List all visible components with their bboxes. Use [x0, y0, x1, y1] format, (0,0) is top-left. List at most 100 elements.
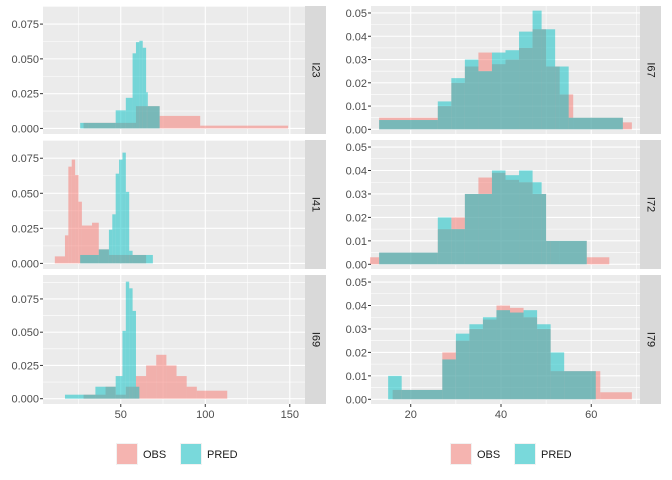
pred-bar	[108, 229, 113, 264]
pred-bar	[388, 375, 402, 400]
x-tick-label: 60	[585, 409, 597, 421]
y-tick-label: 0.04	[346, 31, 367, 43]
obs-bar	[176, 376, 187, 399]
obs-bar	[166, 365, 177, 399]
y-tick-label: 0.01	[346, 101, 367, 113]
facet-strip	[640, 140, 661, 269]
y-tick-label: 0.03	[346, 55, 367, 67]
panel-background	[43, 6, 305, 134]
legend: OBS PRED	[116, 443, 238, 465]
x-tick-label: 50	[115, 409, 127, 421]
pred-bar	[115, 173, 120, 264]
legend-label-pred: PRED	[541, 449, 572, 461]
y-tick-label: 0.050	[11, 188, 39, 200]
obs-bar	[586, 257, 610, 265]
y-tick-label: 0.03	[346, 189, 367, 201]
chart-group-1: 0.0000.0250.0500.075I230.0000.0250.0500.…	[11, 6, 326, 465]
pred-bar	[464, 59, 479, 130]
pred-bar	[135, 42, 140, 129]
y-tick-label: 0.075	[11, 19, 39, 31]
pred-bar	[146, 92, 148, 129]
pred-bar	[115, 376, 123, 399]
pred-bar	[451, 229, 465, 265]
pred-bar	[64, 394, 96, 399]
pred-bar	[147, 106, 160, 129]
pred-bar	[125, 97, 133, 129]
pred-bar	[98, 249, 109, 264]
obs-bar	[600, 392, 632, 400]
obs-bar	[622, 122, 632, 130]
facet-strip	[640, 6, 661, 134]
pred-bar	[451, 78, 465, 130]
panel-i79: 0.00 0.01 0.02 0.03 0.04 0.05 I79	[346, 275, 661, 406]
pred-bar	[379, 120, 438, 130]
pred-bar	[129, 250, 133, 264]
y-tick-label: 0.00	[346, 259, 367, 271]
panel-i72: 0.00 0.01 0.02 0.03 0.04 0.05 I72	[346, 140, 661, 271]
legend-label-obs: OBS	[143, 449, 166, 461]
pred-bar	[523, 310, 538, 400]
pred-bar	[125, 191, 130, 264]
y-tick-label: 0.00	[346, 394, 367, 406]
x-tick-label: 20	[405, 409, 417, 421]
obs-bar	[200, 125, 289, 129]
obs-bar	[54, 256, 65, 264]
y-tick-label: 0.05	[346, 142, 367, 154]
pred-bar	[80, 254, 99, 264]
legend-key-pred	[181, 444, 201, 464]
pred-bar	[469, 324, 483, 400]
pred-bar	[132, 53, 136, 129]
y-tick-label: 0.01	[346, 371, 367, 383]
pred-bar	[550, 352, 565, 400]
pred-bar	[491, 170, 506, 265]
pred-bar	[519, 170, 533, 265]
legend-label-pred: PRED	[207, 449, 238, 461]
facet-strip	[305, 6, 326, 134]
pred-bar	[119, 159, 123, 264]
panel-i69: 0.000 0.025 0.050 0.075 I69	[11, 275, 326, 406]
legend-key-obs	[451, 444, 471, 464]
facet-strip-label: I67	[645, 62, 657, 77]
y-tick-label: 0.05	[346, 8, 367, 20]
panel-i23: 0.000 0.025 0.050 0.075 I23	[11, 6, 326, 135]
obs-bar	[156, 354, 167, 399]
panel-i41: 0.000 0.025 0.050 0.075 I41	[11, 140, 326, 270]
y-tick-label: 0.050	[11, 327, 39, 339]
pred-bar	[541, 193, 547, 265]
obs-bar	[92, 222, 99, 264]
y-tick-label: 0.00	[346, 124, 367, 136]
facet-strip-label: I72	[645, 197, 657, 212]
pred-bar	[401, 389, 443, 400]
pred-bar	[115, 110, 126, 129]
obs-bar	[71, 159, 76, 264]
pred-bar	[135, 386, 140, 399]
obs-bar	[75, 175, 79, 264]
pred-bar	[505, 175, 520, 265]
obs-bar	[135, 376, 147, 399]
pred-bar	[80, 122, 89, 129]
y-tick-label: 0.02	[346, 212, 367, 224]
y-tick-label: 0.01	[346, 236, 367, 248]
chart-group-2: 0.00 0.01 0.02 0.03 0.04 0.05 I67 0.00 0.01 0.02 0…	[346, 6, 661, 465]
facet-strip	[305, 140, 326, 269]
pred-bar	[139, 40, 143, 129]
legend-label-obs: OBS	[477, 449, 500, 461]
pred-bar	[132, 254, 153, 264]
pred-bar	[442, 359, 456, 400]
y-tick-label: 0.04	[346, 165, 367, 177]
pred-bar	[478, 193, 492, 265]
legend: OBS PRED	[450, 443, 572, 465]
pred-bar	[455, 333, 470, 400]
y-tick-label: 0.025	[11, 223, 39, 235]
y-tick-label: 0.075	[11, 294, 39, 306]
pred-bar	[142, 47, 147, 129]
pred-bar	[122, 152, 126, 264]
obs-bar	[186, 386, 197, 399]
facet-strip-label: I69	[310, 332, 322, 347]
pred-bar	[129, 288, 133, 399]
y-tick-label: 0.04	[346, 300, 367, 312]
y-tick-label: 0.025	[11, 360, 39, 372]
obs-bar	[196, 390, 228, 399]
legend-key-obs	[117, 444, 137, 464]
x-tick-label: 100	[196, 409, 214, 421]
